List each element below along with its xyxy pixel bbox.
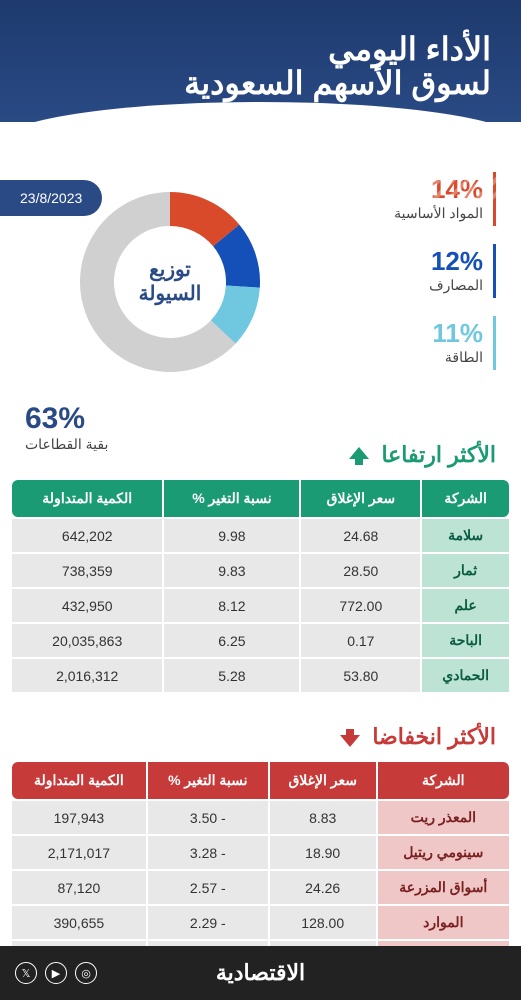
- change-cell: 8.12: [164, 589, 299, 622]
- volume-cell: 390,655: [12, 906, 146, 939]
- table-header: سعر الإغلاق: [270, 762, 376, 799]
- close-cell: 0.17: [301, 624, 420, 657]
- change-cell: 9.83: [164, 554, 299, 587]
- rest-text: بقية القطاعات: [25, 436, 108, 453]
- table-row: علم772.008.12432,950: [12, 589, 509, 622]
- close-cell: 28.50: [301, 554, 420, 587]
- close-cell: 18.90: [270, 836, 376, 869]
- legend-pct: 11%: [394, 318, 483, 349]
- change-cell: 9.98: [164, 519, 299, 552]
- title-line-1: الأداء اليومي: [30, 30, 491, 68]
- header: الأداء اليومي لسوق الأسهم السعودية: [0, 0, 521, 122]
- volume-cell: 642,202: [12, 519, 162, 552]
- legend-pct: 12%: [394, 246, 483, 277]
- table-header: الشركة: [422, 480, 509, 517]
- table-row: المعذر ريت8.833.50 -197,943: [12, 801, 509, 834]
- table-header: نسبة التغير %: [148, 762, 268, 799]
- footer: ◎ ▶ 𝕏 الاقتصادية: [0, 946, 521, 1000]
- legend-label: المواد الأساسية: [394, 205, 483, 222]
- company-cell: علم: [422, 589, 509, 622]
- title-line-2: لسوق الأسهم السعودية: [30, 64, 491, 102]
- table-header: سعر الإغلاق: [301, 480, 420, 517]
- social-icons: ◎ ▶ 𝕏: [15, 962, 97, 984]
- legend-label: الطاقة: [394, 349, 483, 366]
- company-cell: سينومي ريتيل: [378, 836, 509, 869]
- date-badge: 23/8/2023: [0, 180, 102, 216]
- close-cell: 24.26: [270, 871, 376, 904]
- gainers-title-text: الأكثر ارتفاعا: [381, 442, 496, 468]
- losers-table: الشركةسعر الإغلاقنسبة التغير %الكمية الم…: [10, 760, 511, 976]
- losers-title-text: الأكثر انخفاضا: [372, 724, 496, 750]
- volume-cell: 87,120: [12, 871, 146, 904]
- donut-center-line1: توزيع: [139, 258, 202, 282]
- close-cell: 128.00: [270, 906, 376, 939]
- change-cell: 2.29 -: [148, 906, 268, 939]
- rest-sectors-label: 63% بقية القطاعات: [25, 402, 108, 453]
- change-cell: 5.28: [164, 659, 299, 692]
- table-header: الكمية المتداولة: [12, 762, 146, 799]
- company-cell: سلامة: [422, 519, 509, 552]
- change-cell: 3.28 -: [148, 836, 268, 869]
- losers-section-title: الأكثر انخفاضا: [0, 714, 521, 760]
- volume-cell: 738,359: [12, 554, 162, 587]
- volume-cell: 2,171,017: [12, 836, 146, 869]
- company-cell: أسواق المزرعة: [378, 871, 509, 904]
- table-row: الباحة0.176.2520,035,863: [12, 624, 509, 657]
- donut-center-label: توزيع السيولة: [139, 258, 202, 306]
- donut-chart: توزيع السيولة: [70, 182, 270, 382]
- legend-item: 11%الطاقة: [394, 316, 496, 370]
- table-header: الشركة: [378, 762, 509, 799]
- company-cell: الحمادي: [422, 659, 509, 692]
- close-cell: 8.83: [270, 801, 376, 834]
- table-row: ثمار28.509.83738,359: [12, 554, 509, 587]
- table-header: نسبة التغير %: [164, 480, 299, 517]
- table-row: سينومي ريتيل18.903.28 -2,171,017: [12, 836, 509, 869]
- volume-cell: 432,950: [12, 589, 162, 622]
- close-cell: 772.00: [301, 589, 420, 622]
- instagram-icon[interactable]: ◎: [75, 962, 97, 984]
- close-cell: 53.80: [301, 659, 420, 692]
- up-arrow-icon: [347, 443, 371, 467]
- decorative-stripes: [381, 140, 521, 200]
- close-cell: 24.68: [301, 519, 420, 552]
- twitter-icon[interactable]: 𝕏: [15, 962, 37, 984]
- company-cell: الباحة: [422, 624, 509, 657]
- table-row: سلامة24.689.98642,202: [12, 519, 509, 552]
- rest-percentage: 63%: [25, 402, 108, 436]
- change-cell: 2.57 -: [148, 871, 268, 904]
- volume-cell: 197,943: [12, 801, 146, 834]
- change-cell: 6.25: [164, 624, 299, 657]
- company-cell: المعذر ريت: [378, 801, 509, 834]
- change-cell: 3.50 -: [148, 801, 268, 834]
- legend-item: 12%المصارف: [394, 244, 496, 298]
- youtube-icon[interactable]: ▶: [45, 962, 67, 984]
- down-arrow-icon: [338, 725, 362, 749]
- gainers-table: الشركةسعر الإغلاقنسبة التغير %الكمية الم…: [10, 478, 511, 694]
- volume-cell: 2,016,312: [12, 659, 162, 692]
- donut-legend: 14%المواد الأساسية12%المصارف11%الطاقة: [394, 172, 496, 388]
- table-header: الكمية المتداولة: [12, 480, 162, 517]
- table-row: أسواق المزرعة24.262.57 -87,120: [12, 871, 509, 904]
- footer-brand: الاقتصادية: [216, 960, 305, 986]
- legend-label: المصارف: [394, 277, 483, 294]
- volume-cell: 20,035,863: [12, 624, 162, 657]
- company-cell: ثمار: [422, 554, 509, 587]
- table-row: الحمادي53.805.282,016,312: [12, 659, 509, 692]
- company-cell: الموارد: [378, 906, 509, 939]
- donut-center-line2: السيولة: [139, 282, 202, 306]
- table-row: الموارد128.002.29 -390,655: [12, 906, 509, 939]
